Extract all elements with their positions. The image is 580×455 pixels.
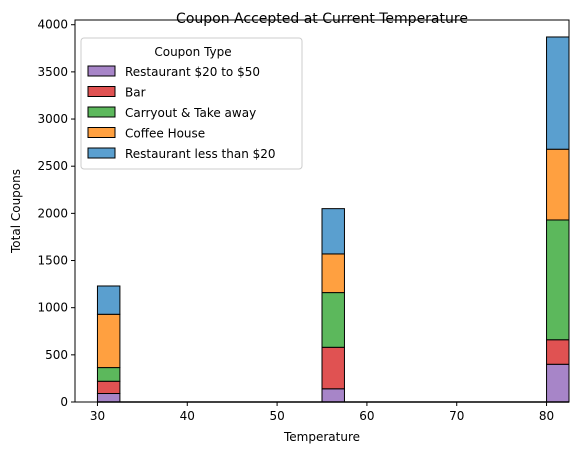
- bar-80-coffee-house: [546, 148, 570, 221]
- y-tick-label: 500: [45, 348, 68, 362]
- legend-label-carryout-take-away: Carryout & Take away: [125, 106, 256, 120]
- x-tick-label: 70: [449, 409, 464, 423]
- chart-title: Coupon Accepted at Current Temperature: [176, 11, 468, 27]
- bar-55-coffee-house: [321, 253, 345, 294]
- legend-label-coffee-house: Coffee House: [125, 127, 205, 141]
- plot-frame: [74, 19, 570, 403]
- bar-55-restaurant-20-to-50: [321, 388, 345, 403]
- bar-55-carryout-take-away: [321, 292, 345, 348]
- y-tick-label: 3500: [37, 65, 68, 79]
- legend-items: Restaurant $20 to $50 Bar Carryout & Take …: [87, 65, 276, 161]
- y-tick-label: 2500: [37, 159, 68, 173]
- x-tick-label: 80: [539, 409, 554, 423]
- y-tick-label: 3000: [37, 112, 68, 126]
- legend-swatch-restaurant-20-to-50: [87, 65, 116, 77]
- y-tick-label: 0: [60, 395, 68, 409]
- bar-30-carryout-take-away: [96, 367, 121, 382]
- bar-80-carryout-take-away: [546, 219, 570, 341]
- legend-swatch-carryout-take-away: [87, 106, 116, 118]
- y-axis-label: Total Coupons: [9, 169, 23, 254]
- y-tick-label: 1000: [37, 301, 68, 315]
- x-tick-label: 60: [359, 409, 374, 423]
- legend-title: Coupon Type: [154, 45, 231, 59]
- legend-swatch-restaurant-less-than-20: [87, 147, 116, 159]
- x-tick-label: 40: [180, 409, 195, 423]
- bar-55-bar: [321, 346, 345, 390]
- legend-swatch-coffee-house: [87, 127, 116, 138]
- bar-55-restaurant-less-than-20: [321, 208, 345, 255]
- bar-30-bar: [96, 380, 121, 395]
- x-axis-label: Temperature: [283, 430, 360, 444]
- bar-80-restaurant-less-than-20: [546, 36, 570, 150]
- bar-30-restaurant-20-to-50: [96, 393, 121, 403]
- x-tick-label: 50: [269, 409, 284, 423]
- y-tick-label: 4000: [37, 18, 68, 32]
- legend: Coupon Type Restaurant $20 to $50 Bar Carr…: [80, 37, 303, 170]
- y-tick-label: 2000: [37, 206, 68, 220]
- legend-label-restaurant-less-than-20: Restaurant less than $20: [125, 147, 276, 161]
- x-tick-label: 30: [90, 409, 105, 423]
- legend-label-restaurant-20-to-50: Restaurant $20 to $50: [125, 65, 260, 79]
- y-tick-label: 1500: [37, 254, 68, 268]
- legend-swatch-bar: [87, 86, 116, 97]
- y-axis-ticks: 0 500 1000 1500 2000 2500 3000 3500 4000: [37, 18, 75, 409]
- bar-80-restaurant-20-to-50: [546, 363, 570, 403]
- bar-30-restaurant-less-than-20: [96, 285, 121, 315]
- legend-frame: [80, 37, 303, 170]
- bar-30-coffee-house: [96, 313, 121, 369]
- bars-layer: [96, 36, 570, 403]
- legend-label-bar: Bar: [125, 86, 146, 100]
- x-axis-ticks: 30 40 50 60 70 80: [90, 402, 554, 423]
- bar-80-bar: [546, 339, 570, 365]
